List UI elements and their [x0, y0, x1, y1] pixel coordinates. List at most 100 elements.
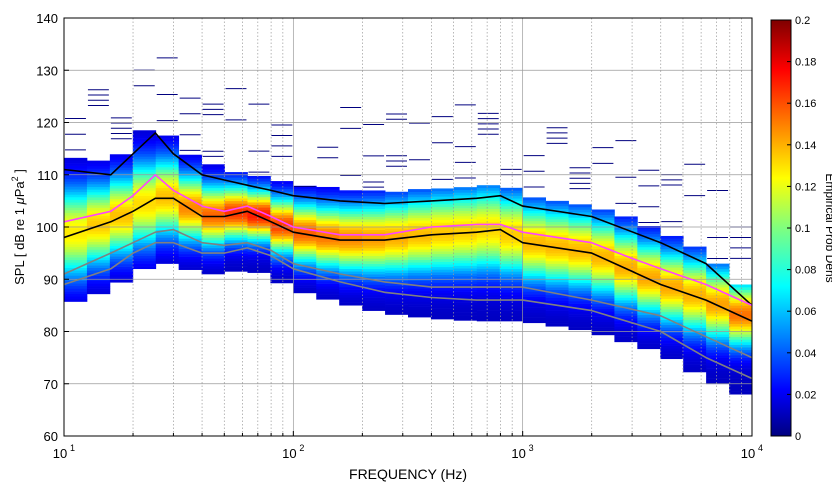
- heatmap-cell: [430, 206, 455, 210]
- heatmap-cell: [316, 215, 340, 219]
- heatmap-cell: [660, 267, 684, 271]
- colorbar-tick-label: 0.18: [795, 57, 816, 69]
- heatmap-cell: [430, 217, 455, 221]
- heatmap-cell: [316, 286, 340, 290]
- heatmap-cell: [132, 253, 157, 256]
- heatmap-cell: [201, 164, 225, 168]
- heatmap-cell: [430, 292, 455, 296]
- heatmap-cell: [132, 242, 157, 246]
- heatmap-cell: [201, 195, 225, 199]
- heatmap-cell: [568, 285, 592, 289]
- heatmap-cell: [109, 164, 134, 168]
- heatmap-cell: [178, 220, 202, 223]
- heatmap-cell: [637, 286, 661, 289]
- heatmap-cell: [362, 203, 386, 207]
- heatmap-cell: [270, 241, 294, 245]
- heatmap-cell: [132, 132, 157, 136]
- heatmap-cell: [729, 344, 752, 348]
- heatmap-cell: [729, 388, 752, 392]
- heatmap-cell: [522, 317, 546, 321]
- heatmap-cell: [545, 234, 569, 238]
- heatmap-cell: [224, 177, 248, 181]
- heatmap-cell: [339, 247, 363, 251]
- heatmap-cell: [637, 299, 661, 303]
- heatmap-cell: [316, 247, 340, 250]
- heatmap-cell: [637, 330, 661, 334]
- heatmap-cell: [224, 203, 248, 207]
- heatmap-cell: [522, 283, 546, 287]
- heatmap-cell: [614, 326, 638, 330]
- heatmap-cell: [316, 233, 340, 237]
- heatmap-cell: [247, 175, 271, 179]
- heatmap-cell: [178, 233, 202, 237]
- heatmap-cell: [408, 251, 432, 255]
- heatmap-cell: [453, 226, 478, 230]
- heatmap-cell: [155, 208, 180, 212]
- heatmap-cell: [499, 307, 524, 311]
- heatmap-cell: [499, 313, 524, 317]
- heatmap-cell: [132, 153, 157, 157]
- heatmap-cell: [86, 228, 111, 232]
- heatmap-cell: [637, 335, 661, 339]
- heatmap-cell: [499, 318, 524, 322]
- heatmap-cell: [132, 216, 157, 220]
- heatmap-cell: [270, 251, 294, 255]
- heatmap-cell: [178, 170, 202, 174]
- heatmap-cell: [591, 264, 615, 268]
- heatmap-cell: [568, 306, 592, 310]
- heatmap-cell: [545, 206, 569, 209]
- heatmap-cell: [430, 235, 455, 239]
- heatmap-cell: [339, 229, 363, 233]
- heatmap-cell: [476, 307, 501, 311]
- heatmap-cell: [178, 191, 202, 195]
- heatmap-cell: [362, 250, 386, 254]
- heatmap-cell: [453, 195, 478, 198]
- heatmap-cell: [339, 302, 363, 306]
- heatmap-cell: [270, 264, 294, 268]
- heatmap-cell: [132, 260, 157, 264]
- heatmap-cell: [408, 236, 432, 240]
- heatmap-cell: [683, 343, 707, 347]
- heatmap-cell: [362, 263, 386, 267]
- heatmap-cell: [591, 230, 615, 234]
- heatmap-cell: [729, 300, 752, 304]
- heatmap-cell: [293, 251, 317, 255]
- heatmap-cell: [385, 241, 409, 245]
- heatmap-cell: [683, 340, 707, 344]
- heatmap-cell: [408, 215, 432, 219]
- heatmap-cell: [453, 294, 478, 298]
- heatmap-cell: [362, 276, 386, 280]
- heatmap-cell: [476, 268, 501, 272]
- heatmap-cell: [408, 243, 432, 247]
- heatmap-cell: [339, 271, 363, 275]
- heatmap-cell: [109, 222, 134, 226]
- heatmap-cell: [637, 231, 661, 235]
- heatmap-cell: [270, 222, 294, 226]
- heatmap-cell: [316, 252, 340, 256]
- heatmap-cell: [201, 193, 225, 196]
- heatmap-cell: [545, 266, 569, 270]
- heatmap-cell: [64, 207, 88, 211]
- heatmap-cell: [637, 252, 661, 256]
- heatmap-cell: [660, 324, 684, 328]
- heatmap-cell: [408, 259, 432, 263]
- heatmap-cell: [476, 198, 501, 202]
- heatmap-cell: [132, 213, 157, 217]
- heatmap-cell: [86, 231, 111, 235]
- y-axis-label: SPL [ dB re 1 μPa2 ]: [10, 169, 27, 285]
- heatmap-cell: [109, 232, 134, 236]
- heatmap-cell: [637, 270, 661, 274]
- heatmap-cell: [637, 314, 661, 318]
- y-tick-label: 60: [44, 429, 58, 444]
- heatmap-cell: [408, 301, 432, 305]
- heatmap-cell: [86, 238, 111, 242]
- heatmap-cell: [408, 288, 432, 292]
- heatmap-cell: [316, 213, 340, 216]
- heatmap-cell: [270, 254, 294, 258]
- heatmap-cell: [729, 331, 752, 335]
- heatmap-cell: [270, 262, 294, 265]
- heatmap-cell: [453, 200, 478, 204]
- y-tick-label: 110: [37, 168, 58, 183]
- heatmap-cell: [132, 263, 157, 267]
- heatmap-cell: [453, 189, 478, 193]
